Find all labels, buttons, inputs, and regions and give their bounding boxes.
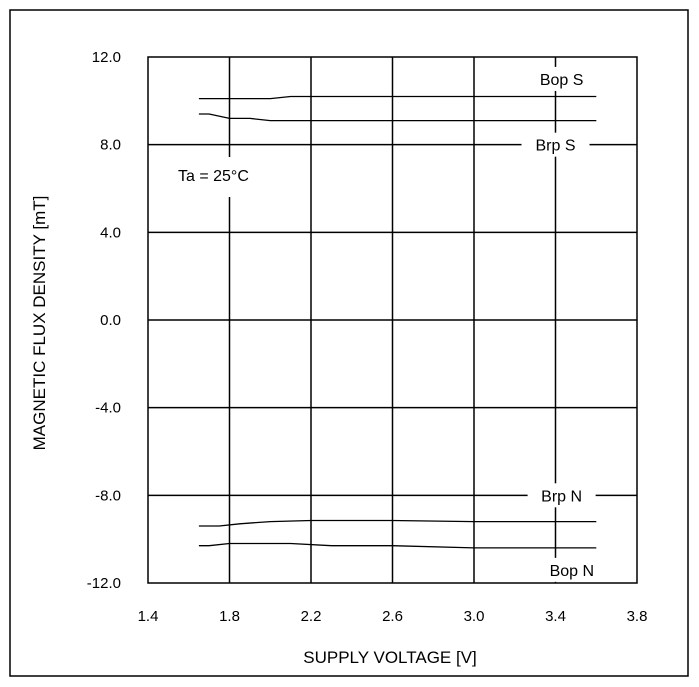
x-tick-label: 3.4 [545, 608, 566, 625]
annotation-background [172, 157, 294, 197]
series-line-brp-s [198, 113, 597, 122]
series-label-background [527, 483, 596, 508]
x-tick-label: 1.4 [138, 608, 159, 625]
x-tick-label: 1.8 [219, 608, 240, 625]
series-label-background [521, 132, 590, 157]
y-tick-label: 12.0 [92, 49, 121, 66]
x-tick-label: 2.6 [382, 608, 403, 625]
y-tick-label: 4.0 [100, 224, 121, 241]
series-labels: Bop S Brp S Brp N Bop N [521, 66, 606, 582]
x-tick-label: 3.0 [464, 608, 485, 625]
x-tick-label: 2.2 [301, 608, 322, 625]
series-label: Bop N [550, 563, 594, 580]
series-line-bop-n [198, 542, 597, 549]
y-tick-label: 8.0 [100, 137, 121, 154]
series-label-background [537, 557, 606, 582]
y-axis-title: MAGNETIC FLUX DENSITY [mT] [30, 196, 49, 451]
y-tick-labels: 12.0 8.0 4.0 0.0 -4.0 -8.0 -12.0 [87, 49, 121, 592]
x-axis-title: SUPPLY VOLTAGE [V] [303, 648, 477, 667]
series-label: Brp N [541, 488, 582, 505]
y-tick-label: 0.0 [100, 312, 121, 329]
series-label-background [527, 66, 596, 91]
series-line-bop-s [198, 95, 597, 100]
y-tick-label: -4.0 [95, 400, 121, 417]
series-label: Bop S [540, 72, 584, 89]
y-tick-label: -12.0 [87, 575, 121, 592]
temperature-annotation: Ta = 25°C [178, 168, 249, 185]
plot-area [147, 56, 638, 584]
x-tick-label: 3.8 [627, 608, 648, 625]
y-tick-label: -8.0 [95, 487, 121, 504]
x-tick-labels: 1.4 1.8 2.2 2.6 3.0 3.4 3.8 [138, 608, 648, 625]
series-lines [198, 95, 597, 549]
series-line-brp-n [198, 519, 597, 527]
series-label: Brp S [535, 138, 575, 155]
